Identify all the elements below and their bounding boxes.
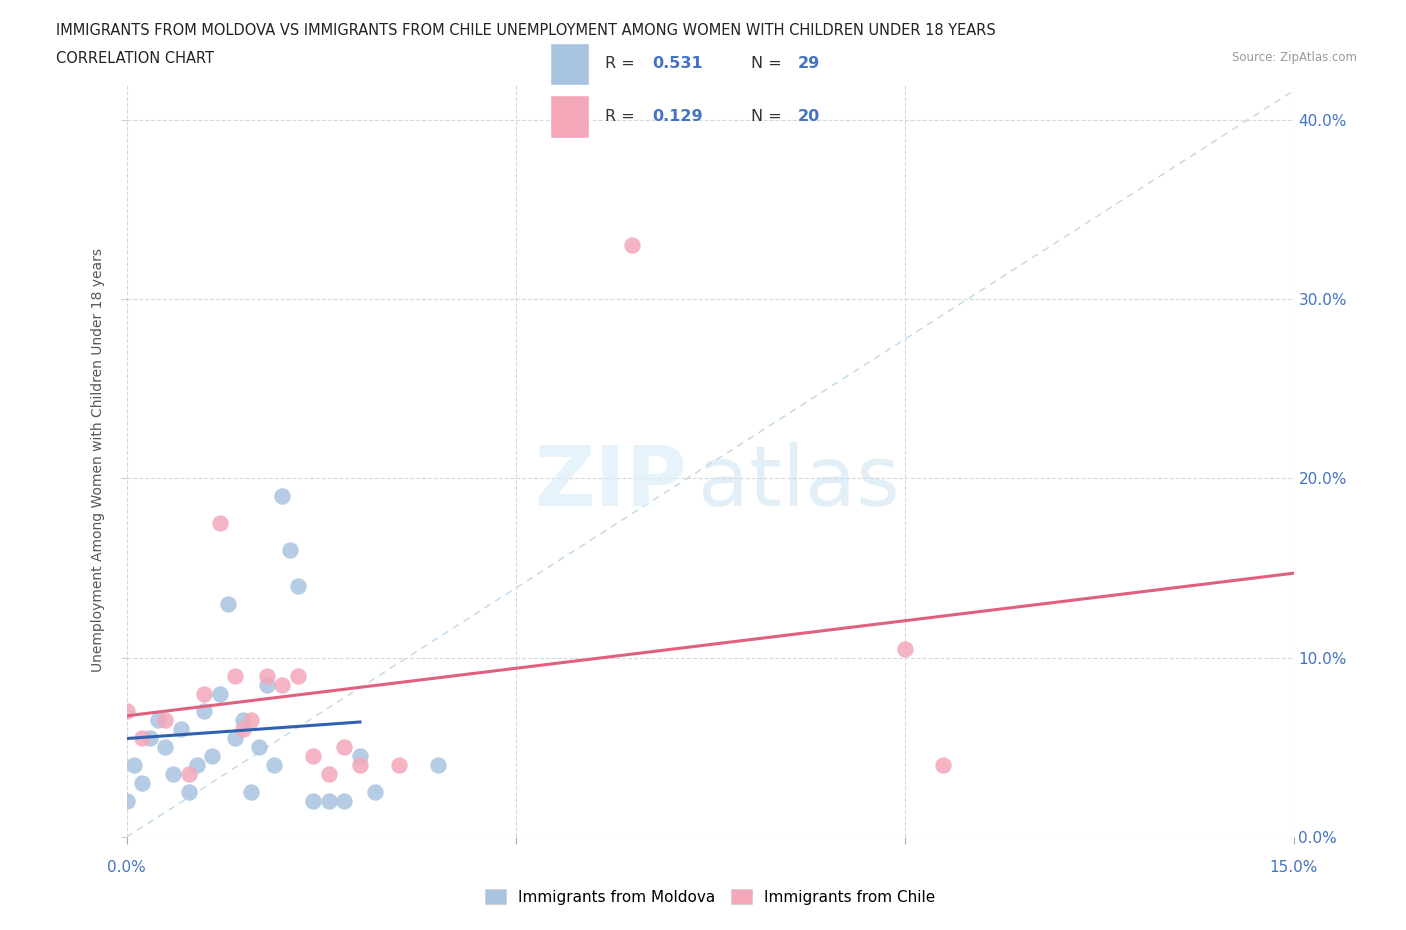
Y-axis label: Unemployment Among Women with Children Under 18 years: Unemployment Among Women with Children U… <box>91 248 105 672</box>
Point <box>302 749 325 764</box>
Point <box>155 713 177 728</box>
Text: N =: N = <box>751 109 787 124</box>
Bar <box>550 95 589 138</box>
Text: 0.0%: 0.0% <box>107 860 146 875</box>
Point <box>240 713 263 728</box>
Point <box>349 749 371 764</box>
Text: 29: 29 <box>799 57 820 72</box>
Point <box>232 713 254 728</box>
Text: Source: ZipAtlas.com: Source: ZipAtlas.com <box>1232 51 1357 64</box>
Point <box>232 722 254 737</box>
Point <box>217 596 239 611</box>
Text: 20: 20 <box>799 109 820 124</box>
Point <box>124 758 146 773</box>
Text: R =: R = <box>605 57 640 72</box>
Point <box>278 542 301 557</box>
Point <box>177 766 200 781</box>
Point <box>193 686 215 701</box>
Text: 15.0%: 15.0% <box>1270 860 1317 875</box>
Point <box>302 793 325 808</box>
Point <box>621 238 644 253</box>
Point <box>318 766 340 781</box>
Point <box>170 722 193 737</box>
Point <box>263 758 285 773</box>
Point <box>224 668 246 683</box>
Point <box>193 704 215 719</box>
Point <box>115 704 138 719</box>
Point <box>155 740 177 755</box>
Point <box>256 668 278 683</box>
Text: N =: N = <box>751 57 787 72</box>
Point <box>186 758 208 773</box>
Point <box>146 713 169 728</box>
Point <box>426 758 449 773</box>
Text: IMMIGRANTS FROM MOLDOVA VS IMMIGRANTS FROM CHILE UNEMPLOYMENT AMONG WOMEN WITH C: IMMIGRANTS FROM MOLDOVA VS IMMIGRANTS FR… <box>56 23 995 38</box>
Text: R =: R = <box>605 109 640 124</box>
Point <box>287 668 309 683</box>
Point <box>201 749 224 764</box>
Point <box>271 489 294 504</box>
Point <box>240 785 263 800</box>
Point <box>139 731 162 746</box>
Text: 0.129: 0.129 <box>652 109 703 124</box>
Point <box>287 578 309 593</box>
Point <box>893 642 915 657</box>
Point <box>208 686 231 701</box>
Point <box>318 793 340 808</box>
Bar <box>550 43 589 86</box>
Point <box>256 677 278 692</box>
Text: atlas: atlas <box>699 443 900 524</box>
Point <box>271 677 294 692</box>
Point <box>388 758 411 773</box>
Point <box>208 515 231 530</box>
Point <box>247 740 270 755</box>
Point <box>224 731 246 746</box>
Legend: Immigrants from Moldova, Immigrants from Chile: Immigrants from Moldova, Immigrants from… <box>485 889 935 905</box>
Point <box>333 793 356 808</box>
Point <box>162 766 184 781</box>
Point <box>349 758 371 773</box>
Point <box>115 793 138 808</box>
Text: CORRELATION CHART: CORRELATION CHART <box>56 51 214 66</box>
Point <box>177 785 200 800</box>
Point <box>131 731 153 746</box>
Point <box>932 758 955 773</box>
Text: 0.531: 0.531 <box>652 57 703 72</box>
Point <box>131 776 153 790</box>
Text: ZIP: ZIP <box>534 443 686 524</box>
Point <box>364 785 387 800</box>
Point <box>333 740 356 755</box>
